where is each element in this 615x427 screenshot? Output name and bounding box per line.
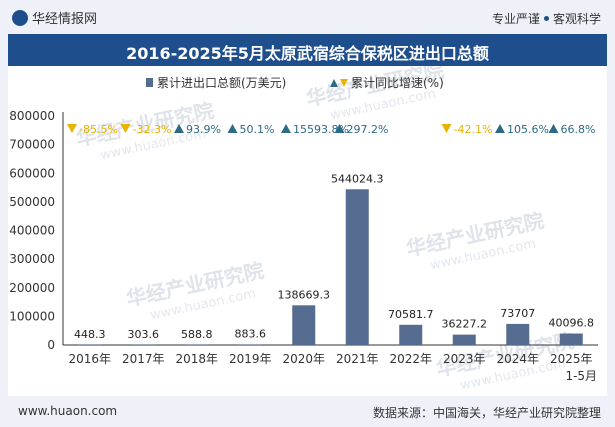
bar-value-label: 303.6 — [128, 328, 160, 341]
growth-down-icon — [120, 124, 131, 133]
x-tick-label: 2019年 — [229, 352, 272, 366]
legend-bar-label: 累计进出口总额(万美元) — [157, 76, 286, 90]
x-tick-label: 2022年 — [389, 352, 432, 366]
bar-value-label: 40096.8 — [549, 317, 595, 330]
bar-value-label: 544024.3 — [331, 172, 384, 185]
x-tick-label: 2025年 — [550, 352, 593, 366]
growth-label: 93.9% — [186, 123, 221, 136]
x-tick-label: 2018年 — [175, 352, 218, 366]
bar-value-label: 36227.2 — [442, 318, 488, 331]
bar — [131, 344, 155, 345]
slogan: 专业严谨 客观科学 — [492, 10, 601, 27]
y-tick-label: 700000 — [9, 138, 55, 152]
legend-up-icon — [330, 79, 338, 87]
bar — [238, 344, 262, 345]
chart-svg: 华经产业研究院www.huaon.com华经产业研究院www.huaon.com… — [9, 66, 598, 393]
legend-line-label: 累计同比增速(%) — [351, 76, 444, 90]
growth-up-icon — [281, 124, 291, 133]
legend-bar-swatch — [146, 78, 153, 87]
top-bar: 华经情报网 专业严谨 客观科学 — [0, 0, 615, 34]
bar-value-label: 448.3 — [74, 328, 106, 341]
growth-label: -32.3% — [133, 123, 172, 136]
bar — [345, 189, 369, 345]
growth-label: 66.8% — [561, 123, 596, 136]
plot-panel: 华经产业研究院 www.huaon.com 华经产业研究院 www.huaon.com… — [8, 66, 607, 396]
growth-label: 105.6% — [507, 123, 549, 136]
bar-value-label: 70581.7 — [388, 308, 434, 321]
x-tick-label: 2021年 — [336, 352, 379, 366]
growth-label: -42.1% — [454, 123, 493, 136]
x-tick-label: 2016年 — [68, 352, 111, 366]
bar — [559, 333, 583, 345]
growth-up-icon — [174, 124, 184, 133]
x-tick-label: 1-5月 — [565, 369, 597, 383]
x-tick-label: 2020年 — [282, 352, 325, 366]
bar-value-label: 883.6 — [235, 328, 267, 341]
y-tick-label: 300000 — [9, 252, 55, 266]
bar — [78, 344, 102, 345]
y-tick-label: 100000 — [9, 309, 55, 323]
bar-value-label: 73707 — [500, 307, 535, 320]
y-tick-label: 500000 — [9, 195, 55, 209]
x-tick-label: 2024年 — [496, 352, 539, 366]
bar — [399, 324, 423, 345]
growth-label: -85.5% — [79, 123, 118, 136]
bar-value-label: 588.8 — [181, 328, 213, 341]
y-tick-label: 0 — [47, 338, 55, 352]
slogan-right: 客观科学 — [552, 12, 601, 26]
bar — [185, 344, 209, 345]
brand-logo-icon — [12, 10, 28, 26]
title-bar: 2016-2025年5月太原武宿综合保税区进出口总额 — [8, 34, 607, 66]
brand: 华经情报网 — [12, 8, 97, 27]
y-tick-label: 600000 — [9, 166, 55, 180]
y-tick-label: 400000 — [9, 224, 55, 238]
slogan-left: 专业严谨 — [491, 12, 540, 26]
brand-name: 华经情报网 — [32, 12, 98, 27]
growth-up-icon — [227, 124, 238, 133]
x-tick-label: 2023年 — [443, 352, 486, 366]
growth-up-icon — [334, 124, 345, 133]
legend-down-icon — [340, 79, 348, 87]
growth-label: 50.1% — [240, 123, 275, 136]
y-tick-label: 200000 — [9, 281, 55, 295]
x-tick-label: 2017年 — [122, 352, 165, 366]
chart-title: 2016-2025年5月太原武宿综合保税区进出口总额 — [126, 44, 489, 63]
bullet-icon — [543, 16, 549, 21]
footer-site: www.huaon.com — [18, 404, 118, 418]
bar — [506, 323, 530, 345]
footer-source: 数据来源：中国海关，华经产业研究院整理 — [372, 406, 601, 420]
growth-up-icon — [548, 124, 559, 133]
growth-up-icon — [495, 124, 505, 133]
y-tick-label: 800000 — [9, 109, 55, 123]
growth-down-icon — [441, 124, 452, 133]
bar — [452, 334, 476, 345]
growth-label: 297.2% — [347, 123, 389, 136]
bar-value-label: 138669.3 — [278, 288, 331, 301]
footer: www.huaon.com 数据来源：中国海关，华经产业研究院整理 — [0, 398, 615, 427]
growth-down-icon — [67, 124, 77, 133]
bar — [292, 305, 316, 345]
